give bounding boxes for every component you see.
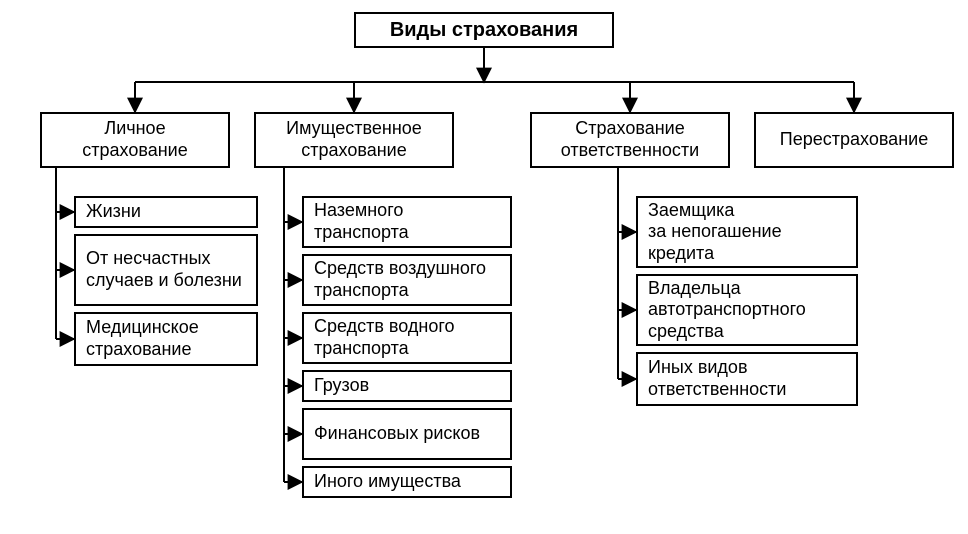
leaf-liability-0: Заемщика за непогашение кредита [636, 196, 858, 268]
leaf-liability-2: Иных видов ответственности [636, 352, 858, 406]
category-property: Имущественное страхование [254, 112, 454, 168]
leaf-personal-2: Медицинское страхование [74, 312, 258, 366]
category-liability: Страхование ответственности [530, 112, 730, 168]
leaf-property-3: Грузов [302, 370, 512, 402]
leaf-personal-1: От несчастных случаев и болезни [74, 234, 258, 306]
leaf-property-0: Наземного транспорта [302, 196, 512, 248]
leaf-property-1: Средств воздушного транспорта [302, 254, 512, 306]
category-reinsurance: Перестрахование [754, 112, 954, 168]
leaf-property-2: Средств водного транспорта [302, 312, 512, 364]
root-node: Виды страхования [354, 12, 614, 48]
leaf-property-4: Финансовых рисков [302, 408, 512, 460]
leaf-liability-1: Владельца автотранспортного средства [636, 274, 858, 346]
leaf-property-5: Иного имущества [302, 466, 512, 498]
category-personal: Личное страхование [40, 112, 230, 168]
leaf-personal-0: Жизни [74, 196, 258, 228]
